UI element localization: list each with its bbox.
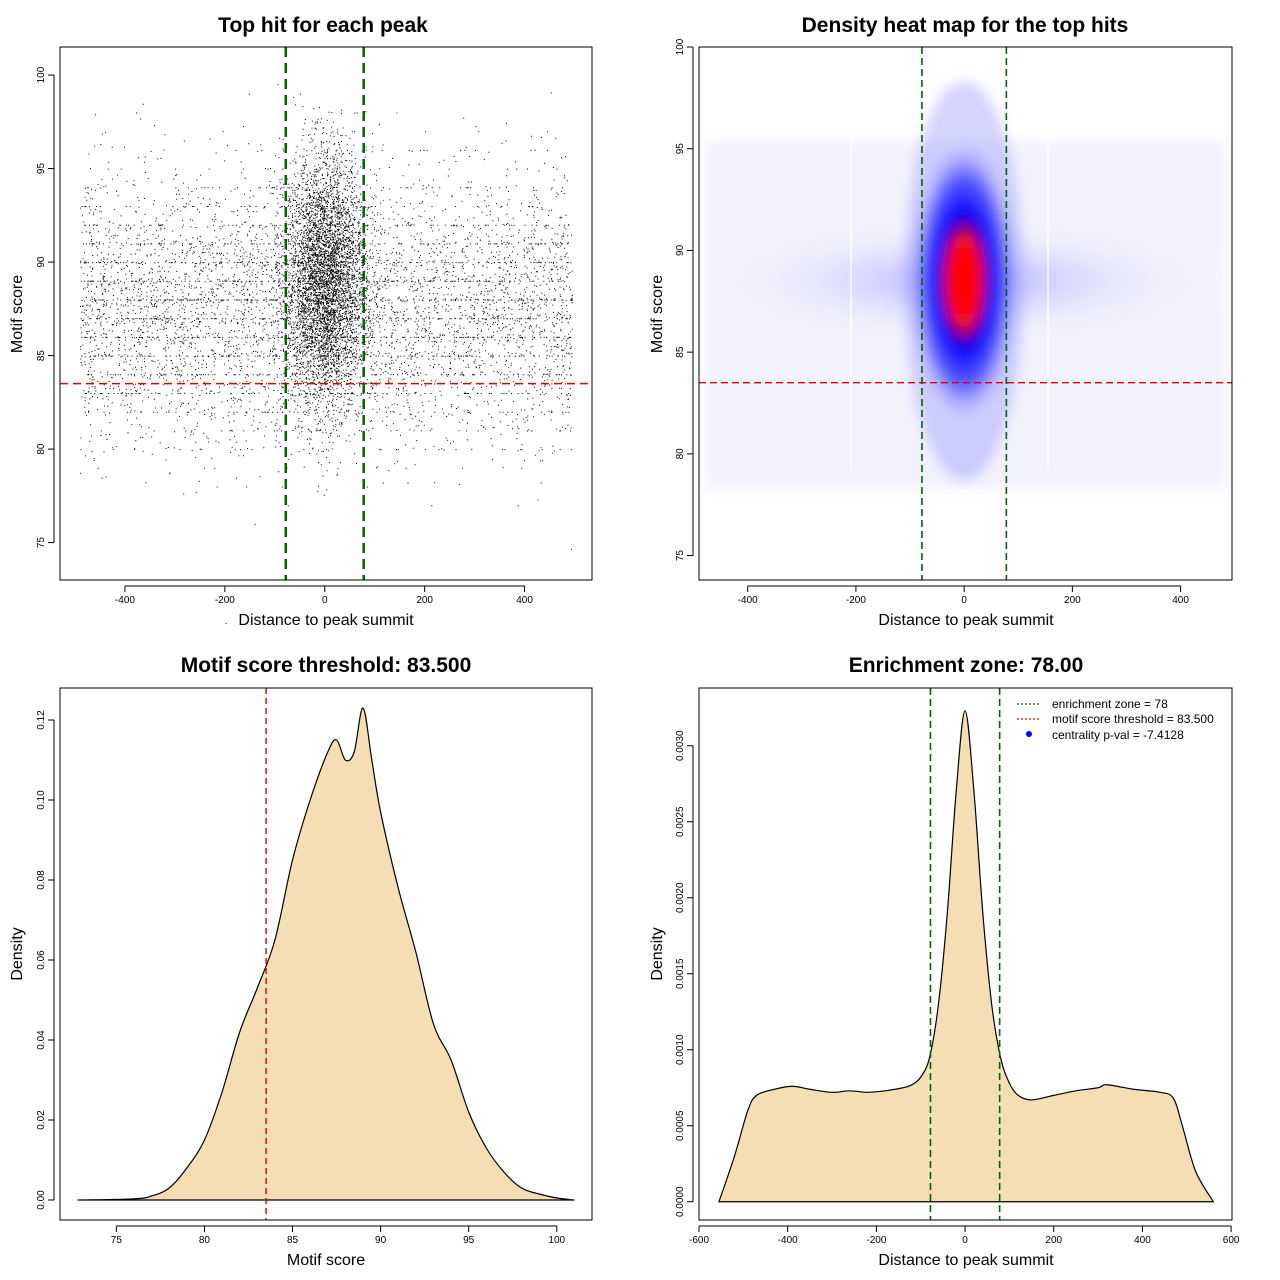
panel-distance-density: Enrichment zone: 78.00 -600 -400 -200 0 200 4… — [649, 654, 1240, 1269]
score-density-x-tick-label: 85 — [287, 1235, 299, 1246]
scatter-y-tick-label: 90 — [36, 256, 47, 268]
distance-density-x-axis: -600 -400 -200 0 200 400 600 — [689, 1225, 1240, 1246]
heatmap-plot-frame — [698, 46, 1233, 581]
score-density-x-tick-label: 95 — [463, 1235, 475, 1246]
score-density-y-axis: 0.00 0.02 0.04 0.06 0.08 0.10 0.12 — [36, 710, 55, 1210]
panel-heatmap: Density heat map for the top hits -400 -2… — [649, 14, 1233, 629]
scatter-y-tick-label: 95 — [36, 163, 47, 175]
distance-density-y-tick-label: 0.0000 — [675, 1186, 686, 1217]
distance-density-x-tick-label: -200 — [866, 1235, 886, 1246]
heatmap-y-axis: 75 80 85 90 95 100 — [675, 38, 694, 562]
distance-density-x-tick-label: 600 — [1223, 1235, 1240, 1246]
scatter-x-tick-label: -400 — [115, 595, 135, 606]
heatmap-y-tick-label: 90 — [675, 244, 686, 256]
distance-density-y-tick-label: 0.0005 — [675, 1110, 686, 1141]
legend-pval-label: centrality p-val = -7.4128 — [1052, 728, 1184, 742]
heatmap-y-tick-label: 75 — [675, 550, 686, 562]
distance-density-y-tick-label: 0.0025 — [675, 806, 686, 837]
score-density-y-tick-label: 0.04 — [36, 1030, 47, 1050]
distance-density-x-label: Distance to peak summit — [878, 1252, 1054, 1269]
scatter-x-tick-label: -200 — [215, 595, 235, 606]
scatter-point-cloud — [80, 83, 573, 624]
distance-density-y-label: Density — [649, 927, 666, 980]
distance-density-y-axis: 0.0000 0.0005 0.0010 0.0015 0.0020 0.0025 0.00… — [675, 730, 694, 1217]
heatmap-x-tick-label: -400 — [738, 595, 758, 606]
heatmap-title: Density heat map for the top hits — [802, 14, 1129, 37]
panel-score-density: Motif score threshold: 83.500 75 80 85 90 95… — [9, 654, 593, 1269]
scatter-y-tick-label: 85 — [36, 350, 47, 362]
score-density-y-tick-label: 0.02 — [36, 1110, 47, 1130]
heatmap-y-label: Motif score — [649, 275, 666, 353]
scatter-plot-frame — [59, 46, 593, 581]
scatter-points — [80, 83, 573, 624]
heatmap-x-tick-label: -200 — [846, 595, 866, 606]
scatter-y-tick-label: 100 — [36, 66, 47, 83]
score-density-x-axis: 75 80 85 90 95 100 — [111, 1225, 566, 1246]
legend-zone-label: enrichment zone = 78 — [1052, 697, 1168, 711]
score-density-x-label: Motif score — [287, 1252, 365, 1269]
distance-density-area — [718, 710, 1215, 1203]
scatter-y-axis: 75 80 85 90 95 100 — [36, 66, 55, 549]
scatter-y-label: Motif score — [9, 275, 26, 353]
score-density-x-tick-label: 80 — [199, 1235, 211, 1246]
legend-threshold-label: motif score threshold = 83.500 — [1052, 712, 1214, 726]
scatter-title: Top hit for each peak — [218, 14, 428, 37]
heatmap-x-tick-label: 0 — [961, 595, 967, 606]
scatter-x-tick-label: 0 — [322, 595, 328, 606]
distance-density-y-tick-label: 0.0010 — [675, 1034, 686, 1065]
heatmap-x-label: Distance to peak summit — [878, 612, 1054, 629]
score-density-y-tick-label: 0.06 — [36, 950, 47, 970]
panel-scatter: Top hit for each peak -400 -200 0 200 400 75… — [9, 14, 593, 629]
distance-density-x-tick-label: -600 — [689, 1235, 709, 1246]
distance-density-x-tick-label: 200 — [1045, 1235, 1062, 1246]
score-density-area — [77, 707, 575, 1201]
score-density-y-label: Density — [9, 927, 26, 980]
distance-density-y-tick-label: 0.0030 — [675, 730, 686, 761]
distance-density-x-tick-label: 0 — [962, 1235, 968, 1246]
heatmap-y-tick-label: 85 — [675, 346, 686, 358]
score-density-x-tick-label: 90 — [375, 1235, 387, 1246]
distance-density-title: Enrichment zone: 78.00 — [849, 654, 1084, 677]
score-density-y-tick-label: 0.10 — [36, 790, 47, 810]
score-density-title: Motif score threshold: 83.500 — [181, 654, 472, 677]
score-density-y-tick-label: 0.08 — [36, 870, 47, 890]
distance-density-y-tick-label: 0.0020 — [675, 882, 686, 913]
heatmap-y-tick-label: 80 — [675, 448, 686, 460]
score-density-y-tick-label: 0.00 — [36, 1190, 47, 1210]
scatter-x-label: Distance to peak summit — [238, 612, 414, 629]
distance-density-y-tick-label: 0.0015 — [675, 958, 686, 989]
heatmap-y-tick-label: 95 — [675, 143, 686, 155]
score-density-x-tick-label: 75 — [111, 1235, 123, 1246]
scatter-x-tick-label: 400 — [516, 595, 533, 606]
score-density-x-tick-label: 100 — [548, 1235, 565, 1246]
score-density-y-tick-label: 0.12 — [36, 710, 47, 730]
heatmap-x-tick-label: 200 — [1064, 595, 1081, 606]
scatter-y-tick-label: 75 — [36, 537, 47, 549]
heatmap-x-axis: -400 -200 0 200 400 — [738, 585, 1189, 606]
heatmap-y-tick-label: 100 — [675, 38, 686, 55]
scatter-x-axis: -400 -200 0 200 400 — [115, 585, 533, 606]
distance-density-x-tick-label: 400 — [1134, 1235, 1151, 1246]
legend: enrichment zone = 78 motif score thresho… — [1017, 697, 1214, 742]
distance-density-x-tick-label: -400 — [778, 1235, 798, 1246]
score-density-frame — [59, 687, 593, 1221]
legend-pval-point — [1026, 731, 1032, 737]
heatmap-x-tick-label: 400 — [1172, 595, 1189, 606]
heatmap-surface — [699, 47, 1232, 580]
distance-density-frame — [698, 687, 1233, 1221]
scatter-x-tick-label: 200 — [416, 595, 433, 606]
scatter-y-tick-label: 80 — [36, 443, 47, 455]
